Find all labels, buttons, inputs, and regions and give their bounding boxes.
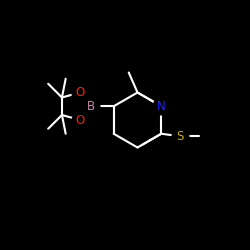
Text: O: O [75,114,85,126]
Text: S: S [176,130,184,143]
Text: O: O [75,86,85,99]
Text: B: B [87,100,95,113]
Text: N: N [157,100,166,113]
